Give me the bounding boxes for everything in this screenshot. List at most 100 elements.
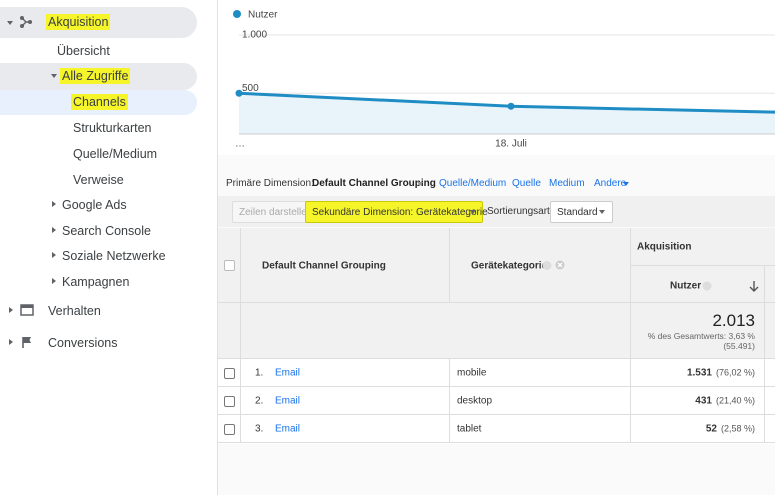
nav-item[interactable]: Übersicht bbox=[57, 44, 110, 58]
header-cell bbox=[631, 228, 775, 266]
sidebar: Akquisition Übersicht Alle Zugriffe Chan… bbox=[0, 0, 218, 495]
expand-icon bbox=[52, 227, 56, 233]
column-group-header: Akquisition bbox=[637, 241, 692, 253]
expand-icon bbox=[52, 278, 56, 284]
nav-item[interactable]: Strukturkarten bbox=[73, 121, 152, 135]
row-value: 52 (2,58 %) bbox=[706, 424, 755, 435]
nav-item[interactable]: Quelle/Medium bbox=[73, 147, 158, 161]
row-cell bbox=[765, 359, 775, 387]
row-cell bbox=[450, 415, 631, 443]
row-channel[interactable]: Email bbox=[275, 367, 301, 379]
nav-item[interactable]: Verhalten bbox=[48, 304, 101, 318]
nav-item[interactable]: Soziale Netzwerke bbox=[62, 249, 166, 263]
nav-label: Akquisition bbox=[46, 14, 111, 30]
total-share: % des Gesamtwerts: 3,63 % bbox=[647, 331, 755, 341]
row-cell bbox=[450, 387, 631, 415]
row-device: desktop bbox=[457, 395, 493, 407]
row-cell bbox=[631, 415, 765, 443]
row-users: 52 bbox=[705, 423, 717, 435]
dropdown-icon bbox=[623, 182, 629, 186]
header-cell bbox=[631, 266, 765, 303]
dimension-option[interactable]: Quelle bbox=[512, 178, 541, 189]
row-channel[interactable]: Email bbox=[275, 395, 301, 407]
conversions-icon bbox=[22, 337, 31, 348]
sort-icons bbox=[702, 281, 759, 292]
secondary-dimension-button[interactable]: Sekundäre Dimension: Gerätekategorie bbox=[305, 201, 488, 223]
row-device: mobile bbox=[457, 367, 487, 379]
nav-item[interactable]: Search Console bbox=[62, 224, 151, 238]
row-channel[interactable]: Email bbox=[275, 423, 301, 435]
dropdown-icon bbox=[417, 182, 423, 186]
expand-icon bbox=[9, 339, 13, 345]
row-value: 431 (21,40 %) bbox=[695, 396, 755, 407]
dimension-current[interactable]: Default Channel Grouping bbox=[312, 178, 436, 189]
row-users: 1.531 bbox=[686, 367, 712, 379]
row-cell bbox=[241, 387, 450, 415]
nav-item[interactable]: Channels bbox=[71, 94, 128, 110]
checkbox[interactable] bbox=[224, 260, 235, 271]
expand-icon bbox=[7, 21, 13, 25]
expand-icon bbox=[52, 252, 56, 258]
row-cell bbox=[765, 415, 775, 443]
row-index: 1. bbox=[255, 367, 264, 379]
help-icons bbox=[542, 260, 565, 270]
dropdown-icon bbox=[470, 210, 476, 214]
dropdown-icon bbox=[599, 210, 605, 214]
row-cell bbox=[218, 415, 241, 443]
row-cell bbox=[450, 359, 631, 387]
row-share: (2,58 %) bbox=[720, 423, 755, 434]
column-header[interactable]: Nutzer bbox=[670, 280, 702, 292]
row-cell bbox=[631, 359, 765, 387]
row-index: 3. bbox=[255, 423, 264, 435]
row-share: (76,02 %) bbox=[715, 367, 755, 378]
nav-item[interactable]: Kampagnen bbox=[62, 275, 130, 289]
expand-icon bbox=[51, 74, 57, 78]
total-cell bbox=[631, 303, 765, 359]
expand-icon bbox=[52, 201, 56, 207]
y-tick-label: 1.000 bbox=[242, 30, 267, 41]
dimension-option[interactable]: Quelle/Medium bbox=[439, 178, 507, 189]
row-value: 1.531 (76,02 %) bbox=[687, 368, 755, 379]
row-cell bbox=[218, 387, 241, 415]
table: Default Channel Grouping Gerätekategorie… bbox=[218, 228, 775, 444]
dimension-option[interactable]: Medium bbox=[549, 178, 585, 189]
row-users: 431 bbox=[695, 395, 712, 407]
total-overall: (55.491) bbox=[723, 341, 755, 351]
nav-item[interactable]: Conversions bbox=[48, 336, 118, 350]
total-cell bbox=[218, 303, 241, 359]
nav-label: Channels bbox=[71, 94, 128, 110]
nav-item[interactable]: Alle Zugriffe bbox=[60, 68, 131, 84]
column-header[interactable]: Gerätekategorie bbox=[471, 260, 548, 272]
row-cell bbox=[218, 359, 241, 387]
total-cell bbox=[241, 303, 631, 359]
behavior-icon bbox=[20, 304, 34, 316]
row-share: (21,40 %) bbox=[715, 395, 755, 406]
nav-item[interactable]: Google Ads bbox=[62, 198, 127, 212]
dimension-option[interactable]: Andere bbox=[594, 178, 627, 189]
row-index: 2. bbox=[255, 395, 264, 407]
x-tick-label: 18. Juli bbox=[495, 139, 527, 150]
nav-item[interactable]: Verweise bbox=[73, 173, 124, 187]
header-cell bbox=[450, 228, 631, 303]
nav-item[interactable]: Akquisition bbox=[46, 14, 111, 30]
dimension-label: Primäre Dimension: bbox=[226, 178, 314, 189]
legend-dot bbox=[233, 10, 241, 18]
checkbox[interactable] bbox=[224, 368, 235, 379]
y-tick-label: 500 bbox=[242, 83, 259, 94]
checkbox[interactable] bbox=[224, 424, 235, 435]
sort-button[interactable]: Standard bbox=[550, 201, 613, 223]
row-cell bbox=[241, 359, 450, 387]
point bbox=[235, 89, 243, 97]
column-header[interactable]: Default Channel Grouping bbox=[262, 260, 386, 272]
row-device: tablet bbox=[457, 423, 482, 435]
total-value: 2.013 bbox=[712, 311, 755, 330]
x-tick-label: … bbox=[235, 139, 245, 150]
nav-label: Alle Zugriffe bbox=[60, 68, 131, 84]
checkbox[interactable] bbox=[224, 396, 235, 407]
expand-icon bbox=[9, 307, 13, 313]
sort-label: Sortierungsart: bbox=[487, 206, 553, 217]
header-cell bbox=[241, 228, 450, 303]
